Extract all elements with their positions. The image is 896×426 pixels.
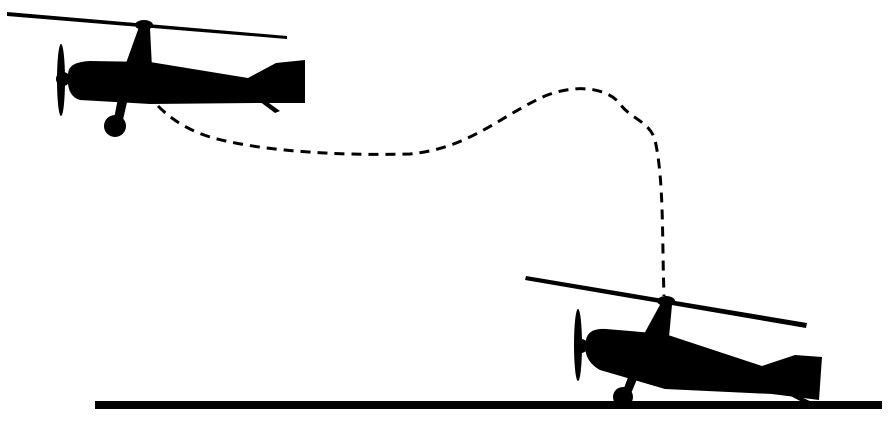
rotor-mast xyxy=(125,27,152,68)
spinner xyxy=(56,72,70,86)
fuselage xyxy=(585,328,822,400)
fuselage xyxy=(67,60,305,104)
ground-line xyxy=(95,401,882,409)
autogyro-airborne xyxy=(7,12,305,137)
flight-path xyxy=(156,87,666,297)
rotor-mast xyxy=(644,303,672,337)
tail-strut xyxy=(255,98,280,113)
tail-strut xyxy=(783,392,812,403)
spinner xyxy=(574,339,588,353)
autogyro-landed xyxy=(525,276,822,407)
landing-wheel xyxy=(613,387,633,407)
landing-wheel xyxy=(104,115,126,137)
